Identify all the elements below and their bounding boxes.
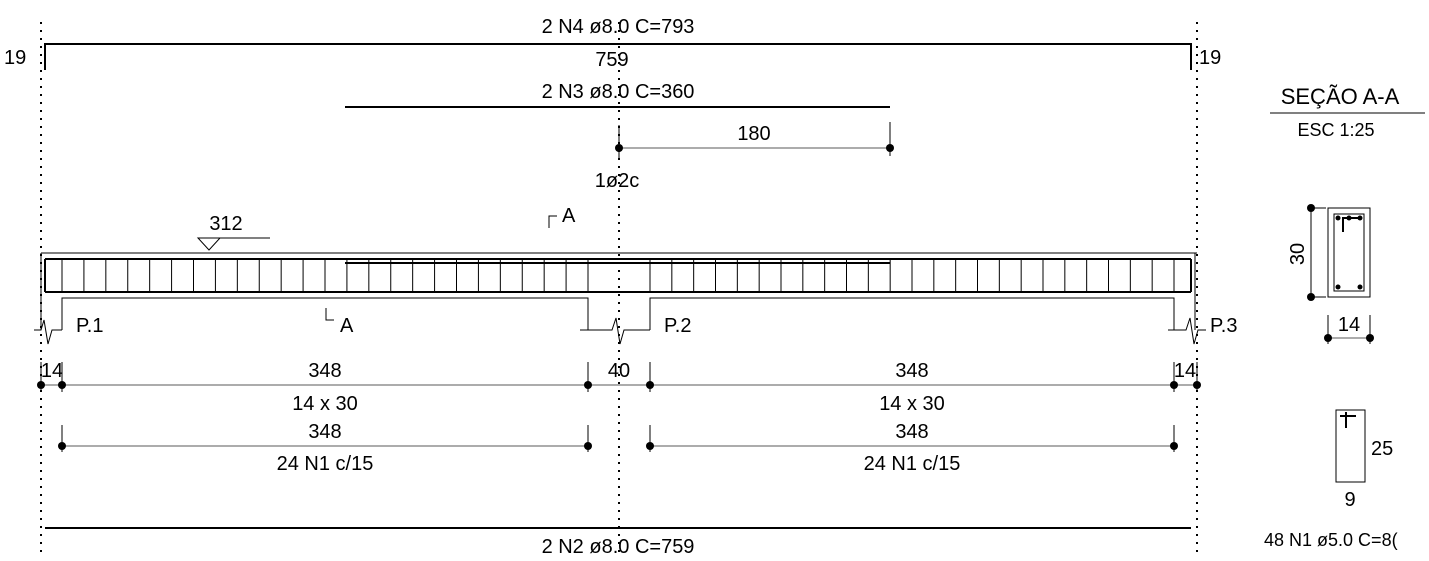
stirrups (61, 259, 1175, 292)
dim-stirrup-span-left: 348 (308, 421, 341, 443)
bar-n4: 2 N4 ø8.0 C=793 759 19 19 (4, 16, 1221, 71)
dim-section-left: 14 x 30 (292, 393, 358, 415)
stirrup-label-left: 24 N1 c/15 (277, 453, 374, 475)
bar-n3: 2 N3 ø8.0 C=360 180 1ø2c (345, 81, 894, 192)
dim-span-left: 348 (308, 360, 341, 382)
section-height: 30 (1287, 243, 1309, 265)
section-mark-bottom-icon (325, 308, 334, 321)
dim-support-right: 14 (1174, 360, 1196, 382)
section-mark-top: A (562, 205, 576, 227)
stirrup-detail: 25 9 48 N1 ø5.0 C=8( (1264, 409, 1398, 550)
dim-stirrup-span-right: 348 (895, 421, 928, 443)
bar-n4-line (44, 43, 1192, 70)
support-p1: P.1 (76, 315, 103, 337)
section-a-a: SEÇÃO A-A ESC 1:25 30 14 (1270, 84, 1425, 344)
section-title: SEÇÃO A-A (1281, 84, 1400, 109)
stirrup-detail-width: 9 (1344, 489, 1355, 511)
support-p3: P.3 (1210, 315, 1237, 337)
beam-soffit-right (649, 297, 1175, 330)
stirrup-label-right: 24 N1 c/15 (864, 453, 961, 475)
break-line-icon (1168, 317, 1206, 345)
bar-n3-anchor: 180 (737, 123, 770, 145)
dim-section-right: 14 x 30 (879, 393, 945, 415)
column-axes (40, 22, 1198, 556)
section-mark-bottom: A (340, 315, 354, 337)
dimension-lines: 14 348 40 348 14 14 x 30 14 x 30 348 348… (37, 360, 1201, 475)
stirrup-detail-outline (1335, 409, 1366, 483)
bar-n2: 2 N2 ø8.0 C=759 (45, 527, 1191, 558)
beam-elevation: P.1 P.2 P.3 (34, 252, 1237, 345)
section-outline (1327, 207, 1371, 298)
section-stirrup (1333, 213, 1365, 292)
bar-n4-hook-right: 19 (1199, 47, 1221, 69)
beam-soffit-left (61, 297, 589, 330)
bar-n4-label: 2 N4 ø8.0 C=793 (542, 16, 695, 38)
break-line-icon (34, 319, 62, 345)
section-scale: ESC 1:25 (1297, 120, 1374, 140)
section-width: 14 (1338, 314, 1360, 336)
level-label: 312 (209, 213, 242, 235)
bar-n4-hook-left: 19 (4, 47, 26, 69)
dim-span-right: 348 (895, 360, 928, 382)
section-mark-top-icon (548, 215, 557, 228)
stirrup-detail-label: 48 N1 ø5.0 C=8( (1264, 530, 1398, 550)
break-line-icon (580, 317, 650, 345)
bar-n2-label: 2 N2 ø8.0 C=759 (542, 536, 695, 558)
level-triangle-icon (196, 237, 222, 251)
bar-n4-length: 759 (595, 49, 628, 71)
bar-n3-label: 2 N3 ø8.0 C=360 (542, 81, 695, 103)
one-bar-label: 1ø2c (595, 170, 639, 192)
stirrup-detail-height: 25 (1371, 438, 1393, 460)
dim-support-middle: 40 (608, 360, 630, 382)
support-p2: P.2 (664, 315, 691, 337)
dim-support-left: 14 (41, 360, 63, 382)
section-marks: A A 312 (196, 205, 576, 337)
